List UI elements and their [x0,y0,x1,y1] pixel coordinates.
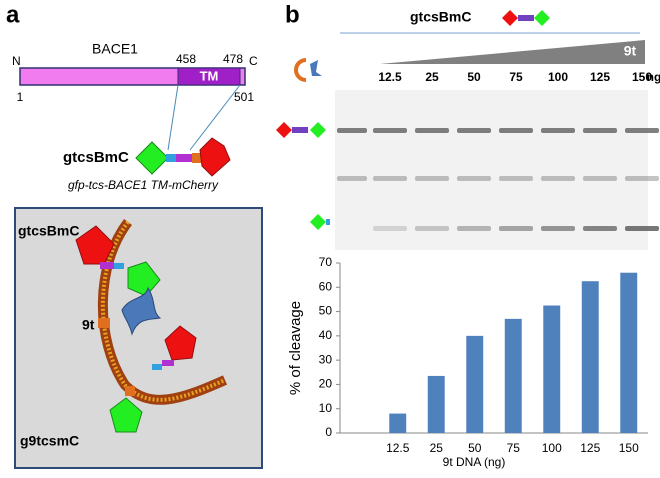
lane-label: 12.5 [378,70,402,84]
inset-label: 9t [82,317,95,333]
band [499,176,533,181]
gel [335,90,648,250]
band [541,226,575,231]
band [415,128,449,133]
lane-label: 125 [590,70,610,84]
construct-icon [502,10,550,26]
lane-label: 25 [425,70,439,84]
lane-label: 150 [632,70,652,84]
unit: ng [647,70,660,84]
band [625,176,659,181]
gel-bands [337,128,659,231]
connector [167,84,179,151]
band [415,176,449,181]
c-term: C [249,54,258,68]
enzyme-label: 9t [624,43,637,59]
n-term: N [12,54,21,68]
x-axis-label: 9t DNA (ng) [443,455,506,469]
band [583,176,617,181]
gel-construct: gtcsBmC [410,9,471,25]
y-tick-label: 0 [325,425,332,439]
band [373,176,407,181]
band [583,128,617,133]
y-axis-label: % of cleavage [287,301,304,395]
y-tick-label: 30 [319,352,333,366]
y-tick-label: 50 [319,304,333,318]
y-tick-label: 70 [319,255,333,269]
x-tick-label: 75 [507,441,521,455]
band [373,226,407,231]
lane-label: 75 [509,70,523,84]
band [457,226,491,231]
band [457,128,491,133]
x-tick-label: 150 [619,441,639,455]
construct-name: gtcsBmC [63,149,129,166]
bar [389,413,407,433]
band [625,128,659,133]
inset-label: gtcsBmC [18,223,79,239]
x-tick-label: 125 [580,441,600,455]
band [625,226,659,231]
inset [14,207,263,469]
tm-start: 458 [176,52,196,66]
band [499,226,533,231]
bar [581,281,599,433]
membrane-illustration [75,218,228,433]
construct-desc: gfp-tcs-BACE1 TM-mCherry [68,178,219,192]
inset-label: g9tcsmC [20,433,79,449]
bar [620,272,638,433]
chart: 0 10 20 30 40 50 60 70 12.5 25 50 75 100 125 150 % of c… [287,255,648,469]
x-tick-label: 100 [542,441,562,455]
band [457,176,491,181]
x-tick-label: 50 [468,441,482,455]
band [541,128,575,133]
band [415,226,449,231]
y-tick-label: 60 [319,279,333,293]
tm-domain [177,67,241,86]
end: 501 [234,90,254,104]
gradient-triangle [380,40,645,64]
bar [466,335,484,433]
start: 1 [17,90,24,104]
y-tick-label: 40 [319,328,333,342]
band [541,176,575,181]
band [373,128,407,133]
y-tick-label: 20 [319,377,333,391]
connector [189,84,241,151]
tm-end: 478 [223,52,243,66]
x-tick-label: 12.5 [386,441,410,455]
bar [427,375,445,433]
band [337,128,367,133]
lane-label: 50 [467,70,481,84]
panel-label: b [285,1,300,28]
x-tick-label: 25 [430,441,444,455]
protein-name: BACE1 [92,41,138,57]
y-tick-label: 10 [319,401,333,415]
band [499,128,533,133]
band [583,226,617,231]
bar [504,318,522,433]
band [337,176,367,181]
construct-icon [135,137,231,177]
panel-label: a [6,1,20,28]
gel-icons [276,58,330,230]
tm-label: TM [200,68,219,83]
bar [543,305,561,433]
lane-label: 100 [548,70,568,84]
